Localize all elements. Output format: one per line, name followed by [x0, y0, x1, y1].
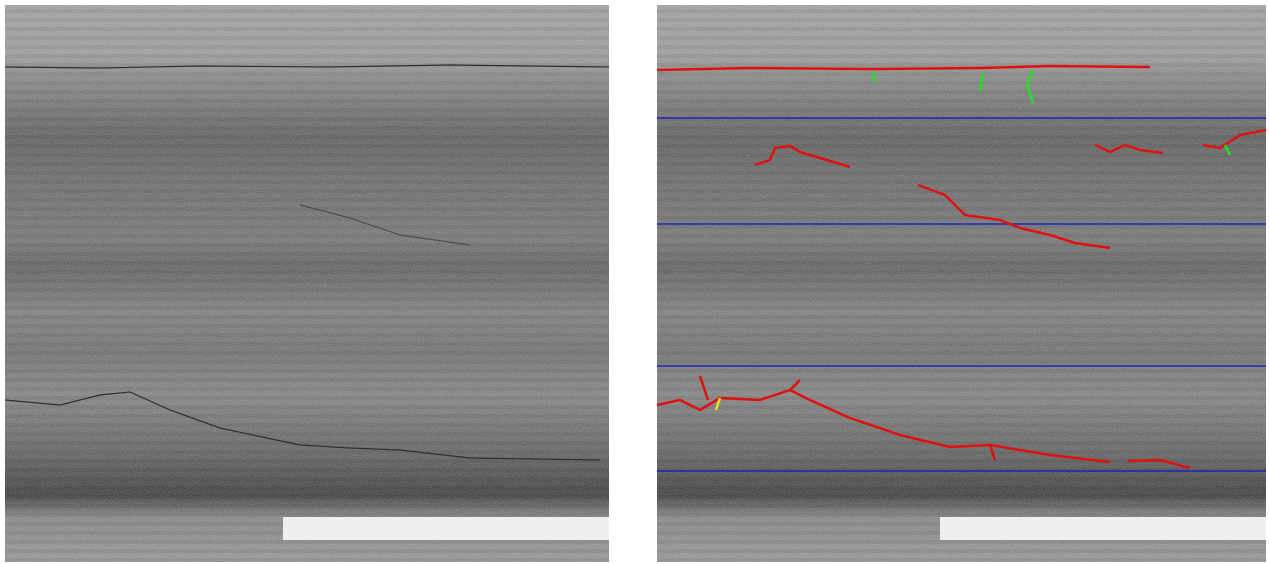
- annotated-panel: [657, 5, 1266, 562]
- original-panel: [5, 5, 609, 562]
